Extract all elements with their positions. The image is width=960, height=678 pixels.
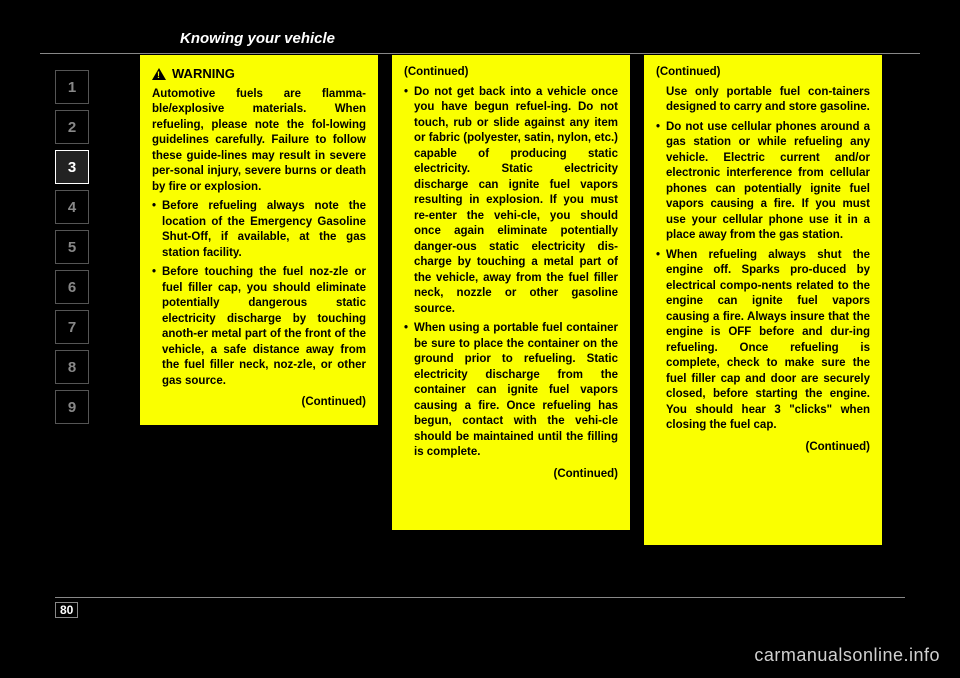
bullet: Do not get back into a vehicle once you … (404, 85, 618, 318)
warning-box-3: (Continued) Use only portable fuel con-t… (644, 55, 882, 545)
tab-9[interactable]: 9 (55, 390, 89, 424)
tab-5[interactable]: 5 (55, 230, 89, 264)
warning-heading: WARNING (152, 65, 366, 83)
content-columns: WARNING Automotive fuels are flamma-ble/… (140, 55, 882, 545)
section-title: Knowing your vehicle (180, 30, 335, 47)
bullet: When refueling always shut the engine of… (656, 248, 870, 434)
continued-label: (Continued) (404, 467, 618, 483)
tab-7[interactable]: 7 (55, 310, 89, 344)
warning-bullets-1: Before refueling always note the locatio… (152, 199, 366, 389)
warning-label: WARNING (172, 65, 235, 83)
tab-1[interactable]: 1 (55, 70, 89, 104)
warning-bullets-3: Do not use cellular phones around a gas … (656, 120, 870, 434)
warning-box-1: WARNING Automotive fuels are flamma-ble/… (140, 55, 378, 425)
bullet: Before refueling always note the locatio… (152, 199, 366, 261)
warning-triangle-icon (152, 68, 166, 80)
chapter-tabs: 1 2 3 4 5 6 7 8 9 (55, 70, 89, 424)
manual-page: Knowing your vehicle 1 2 3 4 5 6 7 8 9 W… (0, 0, 960, 678)
tab-3[interactable]: 3 (55, 150, 89, 184)
tab-8[interactable]: 8 (55, 350, 89, 384)
warning-box-2: (Continued) Do not get back into a vehic… (392, 55, 630, 530)
tab-6[interactable]: 6 (55, 270, 89, 304)
tab-4[interactable]: 4 (55, 190, 89, 224)
continued-heading: (Continued) (404, 65, 618, 81)
continued-label: (Continued) (152, 395, 366, 411)
warning-bullets-2: Do not get back into a vehicle once you … (404, 85, 618, 461)
watermark: carmanualsonline.info (754, 645, 940, 666)
bullet: When using a portable fuel container be … (404, 321, 618, 461)
section-header: Knowing your vehicle (40, 20, 920, 54)
continued-label: (Continued) (656, 440, 870, 456)
page-footer: 80 (55, 597, 905, 618)
warning-intro: Automotive fuels are flamma-ble/explosiv… (152, 87, 366, 196)
continued-heading: (Continued) (656, 65, 870, 81)
bullet: Do not use cellular phones around a gas … (656, 120, 870, 244)
page-number: 80 (55, 602, 78, 618)
tab-2[interactable]: 2 (55, 110, 89, 144)
lead-text: Use only portable fuel con-tainers desig… (656, 85, 870, 116)
bullet: Before touching the fuel noz-zle or fuel… (152, 265, 366, 389)
